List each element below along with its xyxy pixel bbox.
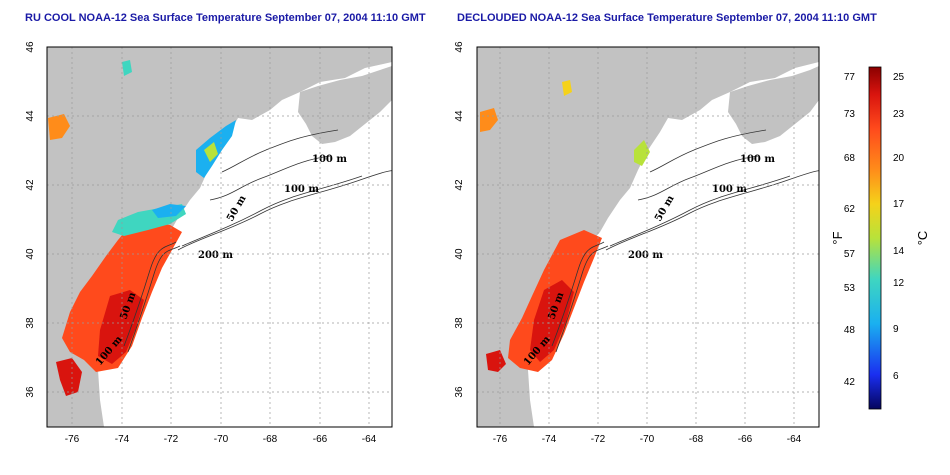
colorbar-f-tick: 73 [844,109,856,120]
colorbar-celsius-label: °C [915,231,930,246]
right-contour-label-1: 100 m [740,154,775,165]
left-grid [47,47,392,427]
colorbar-f-tick: 57 [844,249,856,260]
left-sst-bay [204,142,218,162]
left-sst-ne-bit [122,60,132,76]
right-sst-coast-red [486,350,506,372]
left-map-title: RU COOL NOAA-12 Sea Surface Temperature … [25,12,426,24]
colorbar-f-tick: 77 [844,72,856,83]
left-contour-label-2: 100 m [284,184,319,195]
right-x-tick: -64 [787,434,802,445]
left-y-tick: 36 [25,386,36,398]
right-x-tick: -76 [493,434,508,445]
left-map: 100 m 100 m 50 m 200 m 50 m 100 m [47,47,392,427]
colorbar-f-tick: 62 [844,204,856,215]
right-x-tick: -72 [591,434,606,445]
right-x-tick: -66 [738,434,753,445]
right-sst-ne-bit [562,80,572,96]
left-y-tick: 38 [25,317,36,329]
left-sst-blue-band [152,204,186,218]
colorbar-fahrenheit-label: °F [830,231,845,244]
right-y-tick: 40 [454,248,465,260]
right-y-tick: 38 [454,317,465,329]
right-grid [477,47,819,427]
right-map: 100 m 100 m 50 m 200 m 50 m 100 m [477,47,819,427]
right-contours [551,129,819,353]
colorbar-f-tick: 42 [844,377,856,388]
left-map-frame [46,46,393,428]
left-map-nova-scotia [298,66,392,144]
right-map-frame [476,46,820,428]
left-x-axis: -76 -74 -72 -70 -68 -66 -64 [65,434,377,445]
colorbar: 77 73 68 62 57 53 48 42 25 23 20 17 14 1… [830,66,930,410]
right-sst-hot-core [530,280,574,362]
colorbar-c-tick: 6 [893,371,899,382]
right-contour-label-4: 200 m [628,250,663,261]
right-y-tick: 42 [454,179,465,191]
colorbar-f-tick: 68 [844,153,856,164]
right-y-tick: 44 [454,110,465,122]
colorbar-gradient [868,66,882,410]
left-x-tick: -76 [65,434,80,445]
right-y-tick: 46 [454,41,465,53]
left-sst-hot-core [98,290,144,364]
colorbar-c-tick: 23 [893,109,905,120]
colorbar-c-tick: 17 [893,199,905,210]
right-contour-label-2: 100 m [712,184,747,195]
right-x-axis: -76 -74 -72 -70 -68 -66 -64 [493,434,802,445]
right-x-tick: -68 [689,434,704,445]
colorbar-c-tick: 25 [893,72,905,83]
left-y-tick: 46 [25,41,36,53]
left-y-axis: 46 44 42 40 38 36 [25,41,36,398]
left-sst-coast-orange [48,114,70,140]
right-x-tick: -70 [640,434,655,445]
colorbar-c-tick: 14 [893,246,905,257]
left-x-tick: -72 [164,434,179,445]
left-x-tick: -68 [263,434,278,445]
colorbar-c-tick: 9 [893,324,899,335]
right-map-land [477,47,819,427]
colorbar-f-tick: 53 [844,283,856,294]
left-y-tick: 40 [25,248,36,260]
colorbar-f-tick: 48 [844,325,856,336]
left-x-tick: -70 [214,434,229,445]
right-sst-coast-orange [480,108,498,132]
left-y-tick: 42 [25,179,36,191]
right-map-title: DECLOUDED NOAA-12 Sea Surface Temperatur… [457,12,877,24]
left-y-tick: 44 [25,110,36,122]
right-x-tick: -74 [542,434,557,445]
right-y-tick: 36 [454,386,465,398]
left-contour-label-1: 100 m [312,154,347,165]
left-sst-coast-red [56,358,82,396]
left-x-tick: -66 [313,434,328,445]
colorbar-c-tick: 12 [893,278,905,289]
left-x-tick: -74 [115,434,130,445]
left-contour-label-4: 200 m [198,250,233,261]
left-contours [123,129,392,353]
colorbar-c-tick: 20 [893,153,905,164]
right-map-nova-scotia [728,66,819,144]
right-sst-gulf-maine [634,140,650,166]
right-y-axis: 46 44 42 40 38 36 [454,41,465,398]
left-map-land [47,47,392,427]
left-x-tick: -64 [362,434,377,445]
